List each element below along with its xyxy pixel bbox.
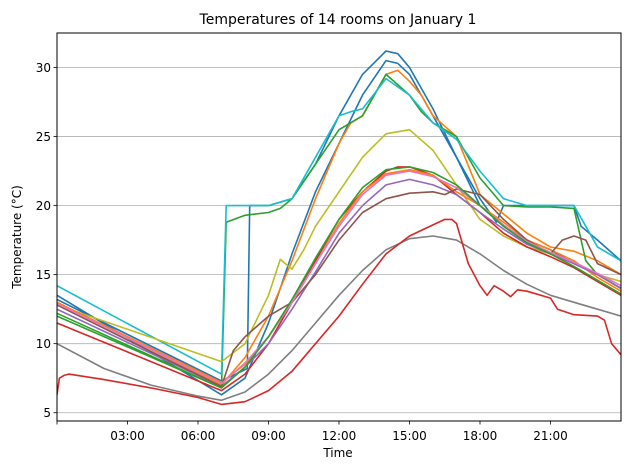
series-line-10	[57, 188, 621, 388]
x-tick-label-0: 03:00	[110, 429, 145, 443]
x-tick-label-3: 12:00	[322, 429, 357, 443]
x-axis-title: Time	[322, 446, 352, 460]
series-line-13	[57, 218, 621, 406]
y-tick-label-3: 20	[36, 199, 51, 213]
x-tick-label-4: 15:00	[392, 429, 427, 443]
y-tick-label-1: 10	[36, 337, 51, 351]
x-tick-label-1: 06:00	[181, 429, 216, 443]
grid-lines	[57, 67, 621, 414]
series-line-12	[57, 235, 621, 402]
series-line-5	[57, 77, 621, 375]
chart-title: Temperatures of 14 rooms on January 1	[199, 12, 477, 28]
series-line-6	[57, 128, 621, 363]
x-tick-label-5: 18:00	[463, 429, 498, 443]
x-tick-label-6: 21:00	[533, 429, 568, 443]
y-axis-title: Temperature (°C)	[10, 185, 24, 290]
y-axis-ticks: 5 10 15 20 25 30	[36, 61, 57, 420]
series-line-14	[57, 166, 621, 389]
x-axis-ticks: 03:00 06:00 09:00 12:00 15:00 18:00 21:00	[56, 421, 568, 443]
series-layer	[57, 50, 621, 406]
y-tick-label-5: 30	[36, 61, 51, 75]
series-line-3	[57, 69, 621, 386]
y-tick-label-0: 5	[43, 406, 51, 420]
y-tick-label-2: 15	[36, 268, 51, 282]
x-tick-label-2: 09:00	[251, 429, 286, 443]
y-tick-label-4: 25	[36, 130, 51, 144]
